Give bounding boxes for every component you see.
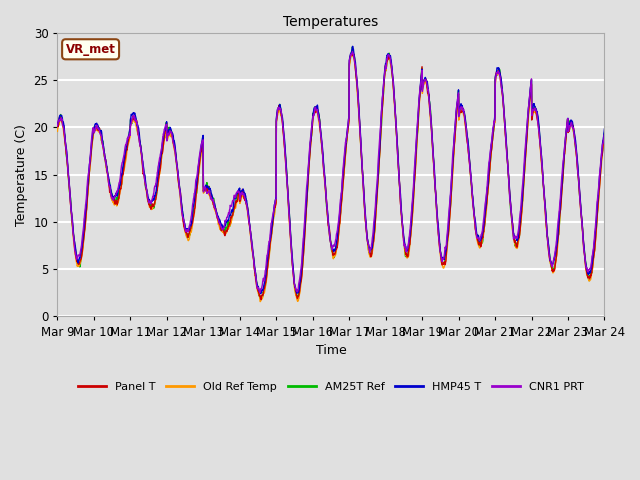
Title: Temperatures: Temperatures	[284, 15, 379, 29]
Y-axis label: Temperature (C): Temperature (C)	[15, 124, 28, 226]
Legend: Panel T, Old Ref Temp, AM25T Ref, HMP45 T, CNR1 PRT: Panel T, Old Ref Temp, AM25T Ref, HMP45 …	[74, 377, 588, 396]
X-axis label: Time: Time	[316, 344, 346, 357]
Text: VR_met: VR_met	[66, 43, 116, 56]
